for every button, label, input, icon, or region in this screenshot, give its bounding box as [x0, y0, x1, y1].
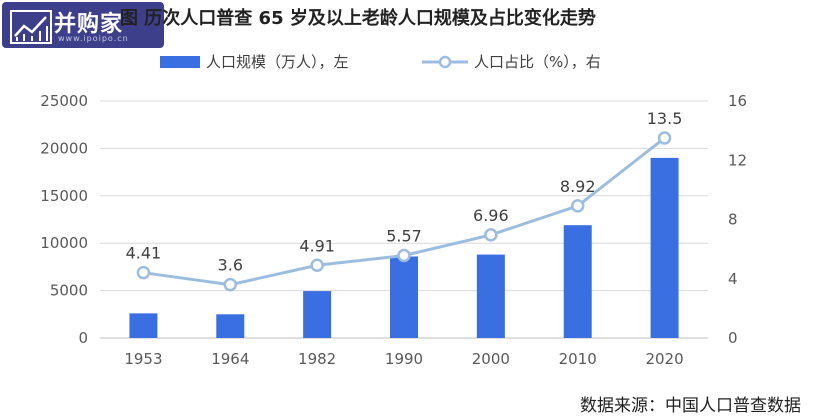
bar [563, 225, 592, 338]
chart-title: 图 历次人口普查 65 岁及以上老龄人口规模及占比变化走势 [120, 4, 760, 30]
right-tick-label: 12 [728, 151, 747, 169]
logo-url: www.ipoipo.cn [58, 34, 129, 43]
data-source: 数据来源：中国人口普查数据 [580, 396, 801, 416]
data-label: 3.6 [218, 256, 243, 275]
line-point [136, 265, 151, 280]
right-y-axis: 0 4 8 12 16 [728, 92, 747, 347]
left-tick-label: 0 [78, 329, 88, 347]
left-tick-label: 20000 [40, 139, 88, 157]
bar [390, 256, 418, 338]
x-axis: 1953 1964 1982 1990 2000 2010 2020 [124, 350, 683, 368]
x-tick-label: 1982 [298, 350, 336, 368]
data-label: 4.41 [126, 244, 162, 263]
left-tick-label: 5000 [50, 282, 88, 300]
x-tick-label: 2010 [559, 350, 597, 368]
data-label: 13.5 [647, 109, 683, 128]
x-tick-label: 2020 [645, 350, 683, 368]
line-point [484, 228, 498, 242]
site-logo: 并购家 www.ipoipo.cn [2, 2, 164, 48]
legend-bar-swatch-icon [160, 55, 200, 68]
x-tick-label: 1953 [124, 350, 162, 368]
line-point [397, 248, 411, 263]
legend-bar-label: 人口规模（万人），左 [206, 53, 349, 71]
data-label: 6.96 [473, 206, 509, 225]
legend-line-swatch-icon [422, 55, 468, 68]
legend-item-line: 人口占比（%），右 [422, 51, 601, 72]
right-tick-label: 0 [728, 329, 738, 347]
bar [303, 291, 332, 338]
x-tick-label: 1990 [385, 350, 423, 368]
line-point [570, 199, 585, 213]
line-point [657, 131, 672, 145]
right-tick-label: 16 [728, 92, 747, 110]
x-tick-label: 2000 [472, 350, 510, 368]
left-tick-label: 10000 [40, 234, 88, 252]
bar [650, 157, 679, 338]
bar [476, 254, 505, 338]
left-tick-label: 25000 [40, 92, 88, 110]
legend-item-bars: 人口规模（万人），左 [160, 51, 349, 72]
left-tick-label: 15000 [40, 187, 88, 205]
title-text: 历次人口普查 65 岁及以上老龄人口规模及占比变化走势 [144, 8, 596, 29]
x-tick-label: 1964 [211, 350, 249, 368]
title-prefix: 图 [120, 8, 138, 29]
data-label: 5.57 [386, 226, 422, 245]
line-series: 4.41 3.6 4.91 5.57 6.96 8.92 13.5 [126, 109, 683, 292]
chart-logo-icon [10, 10, 52, 44]
data-label: 8.92 [560, 177, 596, 196]
right-tick-label: 4 [728, 270, 738, 288]
data-label: 4.91 [299, 236, 335, 255]
left-y-axis: 0 5000 10000 15000 20000 25000 [40, 92, 88, 347]
line-point [310, 258, 324, 273]
bar [129, 313, 158, 338]
bar-series [129, 157, 679, 338]
right-tick-label: 8 [728, 211, 738, 229]
bar [216, 314, 245, 338]
line-point [223, 277, 238, 292]
legend-line-label: 人口占比（%），右 [474, 53, 601, 71]
logo-text: 并购家 [54, 12, 124, 37]
